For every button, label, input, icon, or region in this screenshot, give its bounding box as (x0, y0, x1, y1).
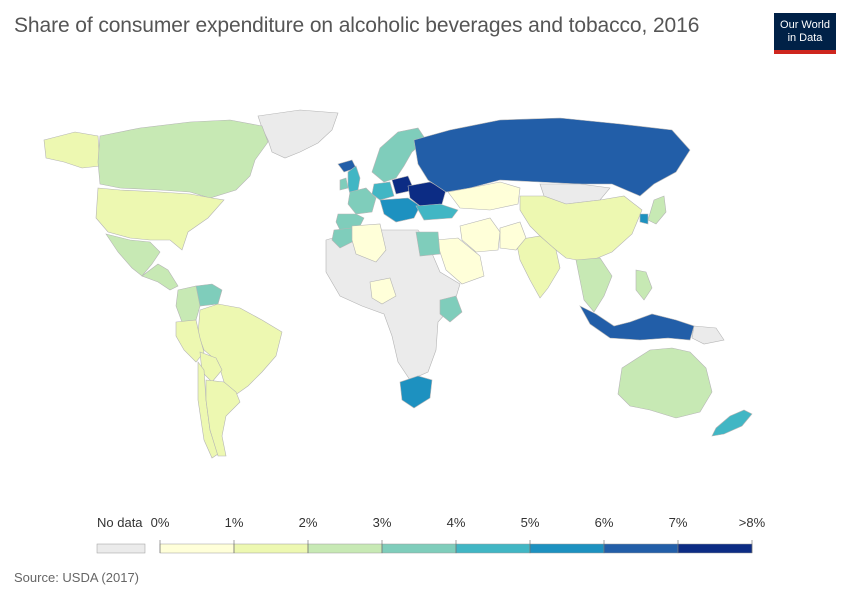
legend-bin-7[interactable] (677, 543, 753, 554)
region-canada[interactable] (97, 119, 269, 199)
region-egypt[interactable] (415, 231, 441, 257)
legend-tick-label: 3% (373, 515, 392, 530)
world-map (43, 109, 753, 459)
legend-tick-label: 5% (521, 515, 540, 530)
legend-tick-label: 4% (447, 515, 466, 530)
legend-bin-6[interactable] (603, 543, 679, 554)
region-kenya[interactable] (439, 295, 463, 323)
region-india[interactable] (515, 235, 561, 299)
region-rest-of-africa[interactable] (325, 229, 461, 381)
logo-line-2: in Data (787, 32, 823, 44)
legend-ticks: 0% 1% 2% 3% 4% 5% 6% 7% >8% (151, 515, 766, 553)
region-kazakhstan[interactable] (447, 181, 521, 211)
owid-logo[interactable]: Our World in Data (774, 13, 836, 54)
legend-no-data: No data (96, 515, 146, 554)
region-morocco[interactable] (331, 227, 357, 249)
legend-tick-label: >8% (739, 515, 766, 530)
legend-bin-4[interactable] (455, 543, 531, 554)
legend-no-data-swatch (96, 543, 146, 554)
legend-tick-label: 1% (225, 515, 244, 530)
region-argentina[interactable] (205, 379, 241, 457)
legend-bin-0[interactable] (159, 543, 235, 554)
region-mexico[interactable] (105, 233, 161, 277)
region-pakistan[interactable] (499, 221, 527, 251)
region-south-korea[interactable] (639, 213, 649, 225)
region-ireland[interactable] (339, 177, 349, 191)
legend-bin-2[interactable] (307, 543, 383, 554)
region-new-zealand[interactable] (711, 409, 753, 437)
map-legend: No data 0% 1% 2% 3% 4% 5% 6% 7% >8% (96, 515, 766, 554)
chart-title: Share of consumer expenditure on alcohol… (14, 14, 700, 37)
legend-tick-label: 0% (151, 515, 170, 530)
region-greenland[interactable] (257, 109, 339, 159)
legend-bin-1[interactable] (233, 543, 309, 554)
region-indonesia[interactable] (579, 305, 695, 341)
legend-bin-5[interactable] (529, 543, 605, 554)
region-papua-new-guinea[interactable] (691, 325, 725, 345)
region-germany[interactable] (371, 181, 395, 201)
region-central-america[interactable] (141, 263, 179, 291)
legend-tick-label: 7% (669, 515, 688, 530)
region-brazil[interactable] (197, 303, 283, 397)
legend-tick-label: 6% (595, 515, 614, 530)
region-balkans[interactable] (379, 197, 421, 223)
logo-line-1: Our World (780, 19, 830, 31)
region-australia[interactable] (617, 347, 713, 419)
region-nigeria[interactable] (369, 277, 397, 305)
region-saudi-arabia[interactable] (435, 237, 485, 285)
region-united-states[interactable] (95, 187, 225, 251)
legend-bin-3[interactable] (381, 543, 457, 554)
region-philippines[interactable] (635, 269, 653, 301)
legend-no-data-label: No data (97, 515, 143, 530)
region-southeast-asia[interactable] (575, 257, 613, 313)
region-turkey[interactable] (415, 203, 459, 221)
region-ukraine[interactable] (407, 181, 447, 207)
region-iran[interactable] (459, 217, 501, 253)
region-peru[interactable] (175, 319, 205, 363)
region-france[interactable] (347, 187, 377, 215)
source-note: Source: USDA (2017) (14, 570, 140, 585)
region-algeria[interactable] (351, 223, 387, 263)
region-south-africa[interactable] (399, 375, 433, 409)
region-alaska[interactable] (43, 131, 101, 169)
region-colombia[interactable] (175, 285, 201, 323)
legend-tick-label: 2% (299, 515, 318, 530)
region-russia[interactable] (413, 117, 691, 197)
region-japan[interactable] (647, 195, 667, 225)
